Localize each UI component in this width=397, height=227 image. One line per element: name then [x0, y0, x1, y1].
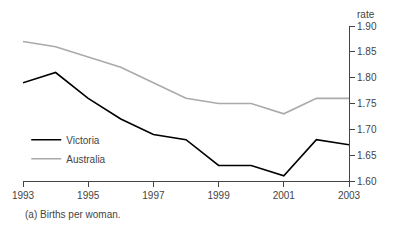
svg-text:1993: 1993	[12, 190, 35, 201]
svg-text:1.60: 1.60	[357, 176, 377, 187]
svg-text:1.75: 1.75	[357, 98, 377, 109]
svg-text:1999: 1999	[207, 190, 230, 201]
svg-text:2001: 2001	[273, 190, 296, 201]
svg-text:1995: 1995	[77, 190, 100, 201]
svg-text:Victoria: Victoria	[66, 135, 100, 146]
svg-text:1.90: 1.90	[357, 21, 377, 32]
svg-text:1.65: 1.65	[357, 150, 377, 161]
svg-text:1.85: 1.85	[357, 46, 377, 57]
svg-text:(a) Births per woman.: (a) Births per woman.	[25, 209, 121, 220]
svg-text:1.70: 1.70	[357, 124, 377, 135]
svg-text:rate: rate	[357, 9, 375, 20]
svg-text:1997: 1997	[142, 190, 165, 201]
svg-text:2003: 2003	[338, 190, 361, 201]
svg-text:Australia: Australia	[66, 154, 105, 165]
svg-text:1.80: 1.80	[357, 72, 377, 83]
